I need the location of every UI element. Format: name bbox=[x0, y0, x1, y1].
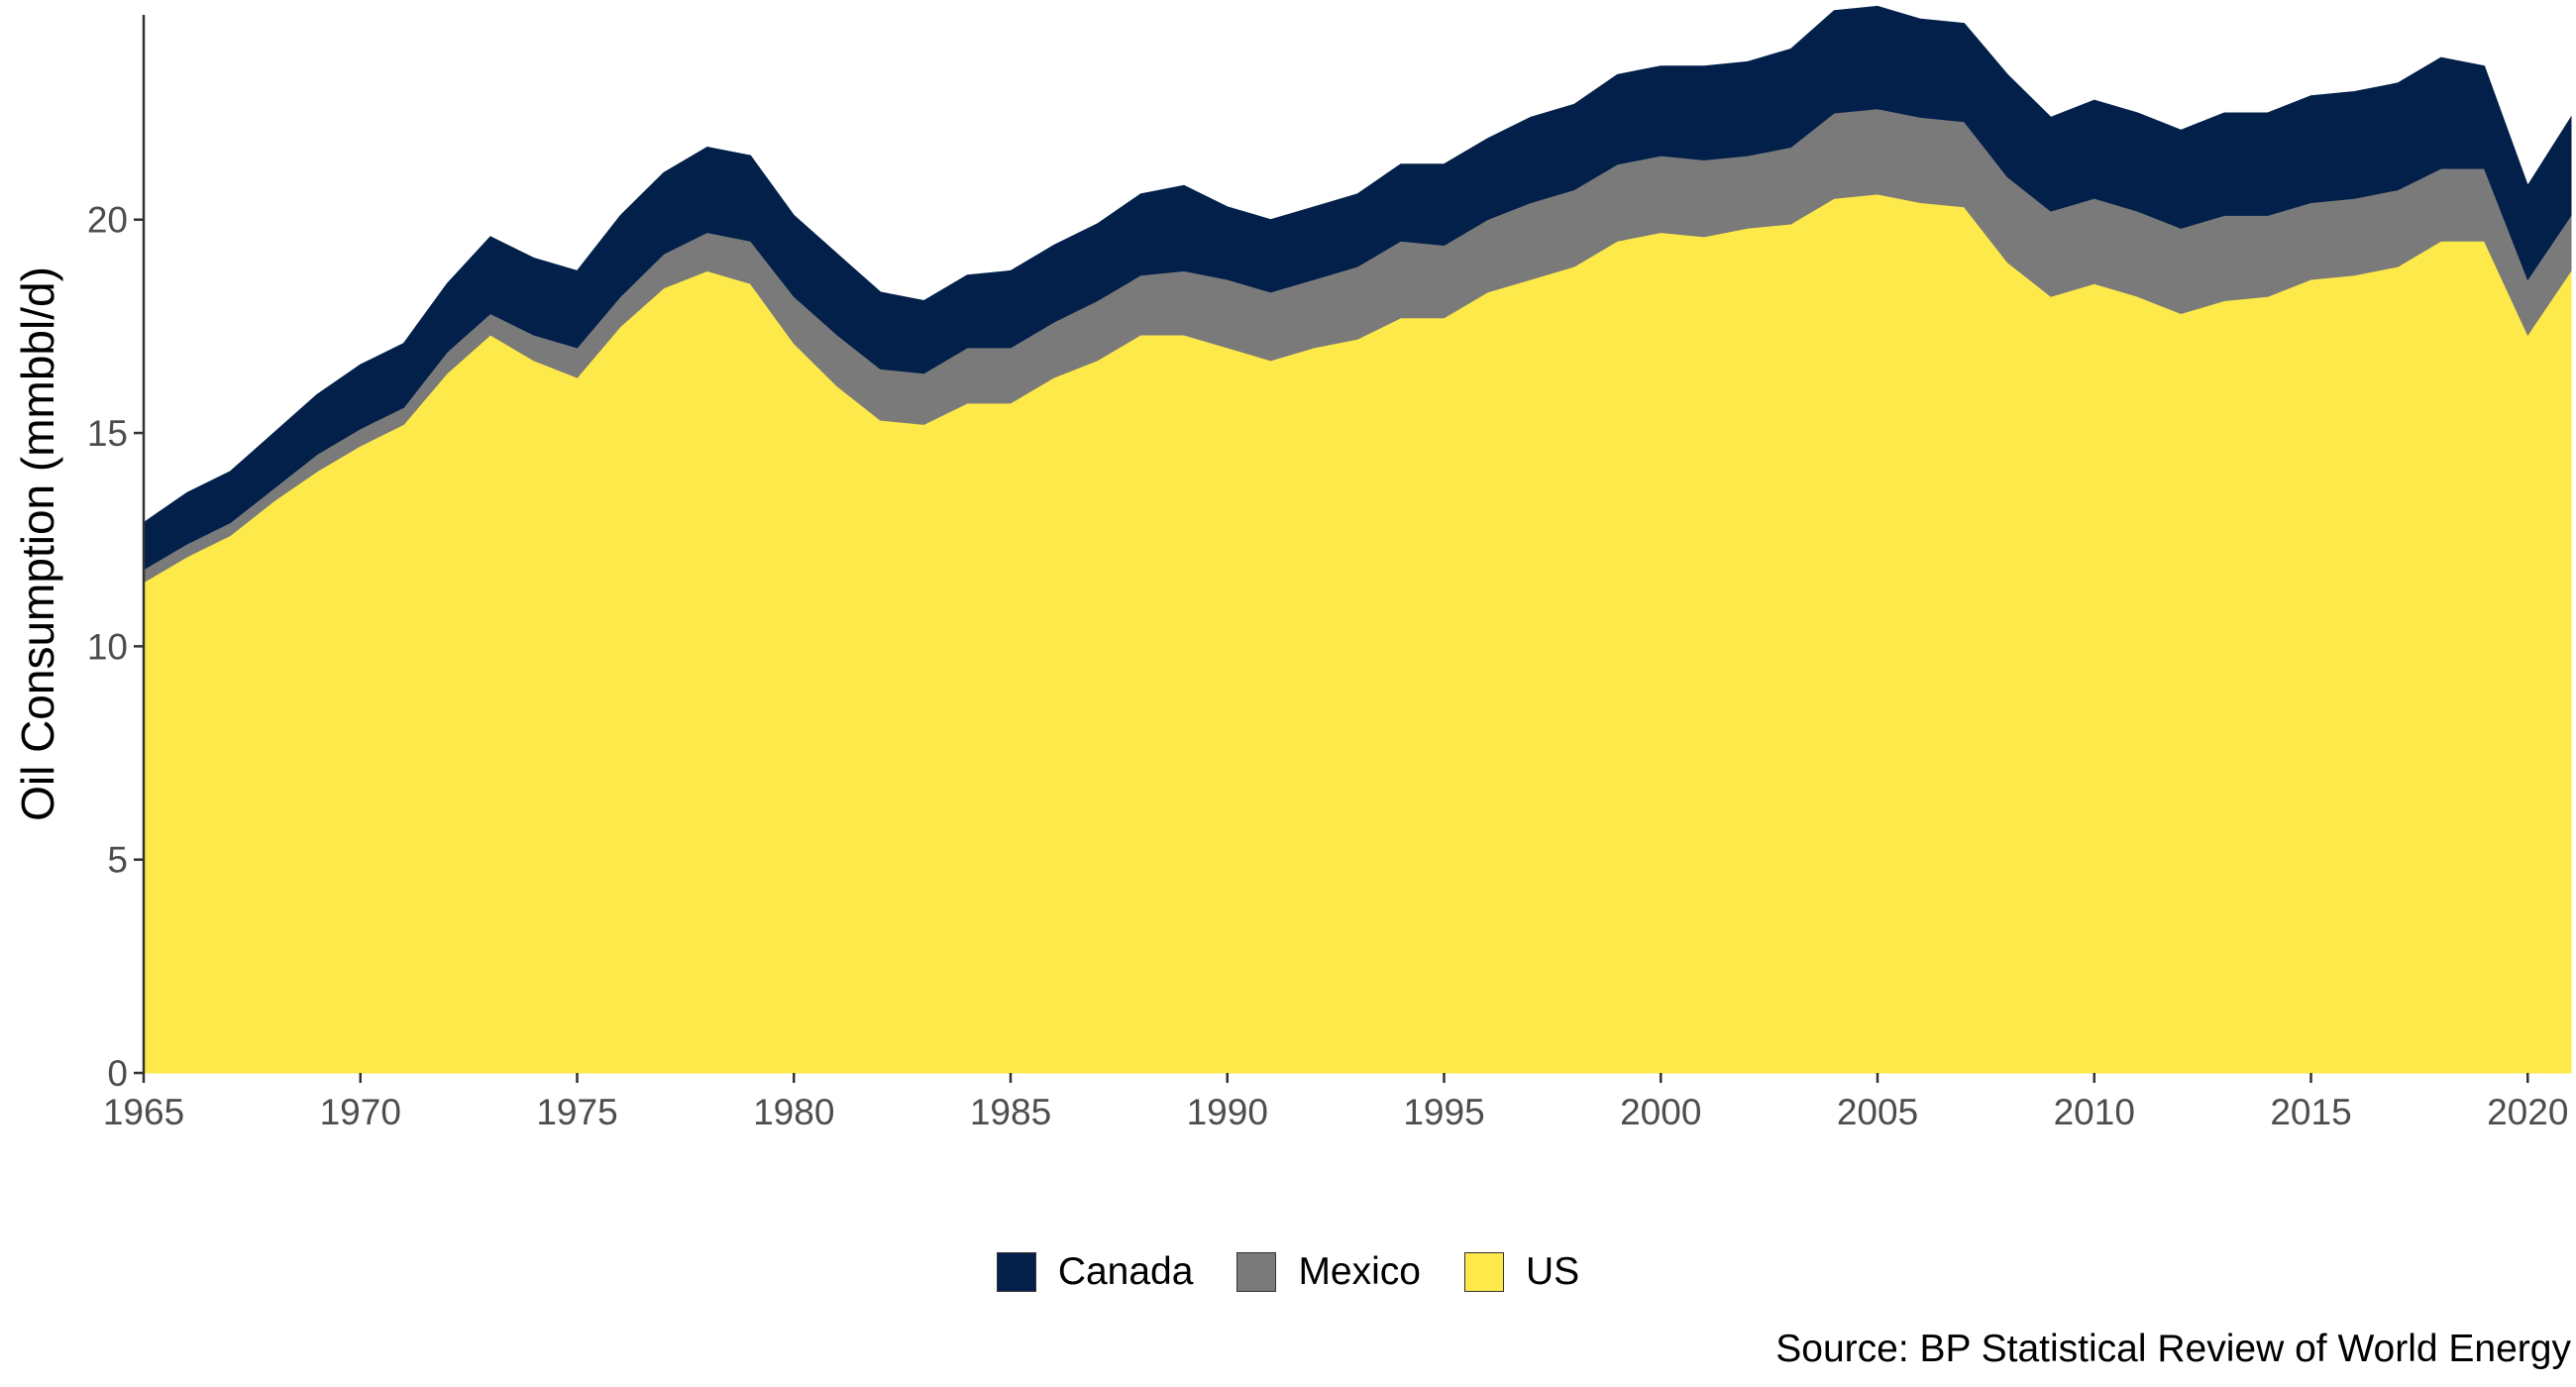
x-axis-ticks: 1965 1970 1975 1980 1985 1990 1995 2000 2005 2010… bbox=[103, 1073, 2568, 1132]
legend-item-mexico: Mexico bbox=[1236, 1250, 1421, 1294]
area-canada bbox=[143, 5, 2572, 571]
y-tick-label: 20 bbox=[87, 200, 128, 241]
legend-item-canada: Canada bbox=[996, 1250, 1194, 1294]
legend-swatch bbox=[1236, 1252, 1277, 1292]
y-tick-label: 15 bbox=[87, 413, 128, 454]
y-axis-title: Oil Consumption (mmbbl/d) bbox=[12, 267, 63, 821]
legend-swatch bbox=[996, 1252, 1036, 1292]
x-tick-label: 1965 bbox=[103, 1092, 184, 1132]
legend-swatch bbox=[1463, 1252, 1504, 1292]
legend: Canada Mexico US bbox=[0, 1250, 2576, 1294]
y-axis-ticks: 0 5 10 15 20 bbox=[87, 200, 144, 1094]
x-tick-label: 1975 bbox=[536, 1092, 617, 1132]
x-tick-label: 1985 bbox=[970, 1092, 1051, 1132]
legend-item-us: US bbox=[1463, 1250, 1580, 1294]
x-tick-label: 1990 bbox=[1187, 1092, 1268, 1132]
x-tick-label: 2015 bbox=[2270, 1092, 2351, 1132]
x-tick-label: 2010 bbox=[2054, 1092, 2135, 1132]
source-caption: Source: BP Statistical Review of World E… bbox=[1775, 1328, 2571, 1370]
x-tick-label: 1980 bbox=[753, 1092, 834, 1132]
legend-label: Mexico bbox=[1298, 1250, 1421, 1293]
area-series-group bbox=[143, 5, 2572, 1074]
legend-label: US bbox=[1525, 1250, 1580, 1293]
x-tick-label: 2020 bbox=[2487, 1092, 2568, 1132]
y-tick-label: 5 bbox=[107, 840, 128, 881]
y-tick-label: 10 bbox=[87, 626, 128, 667]
x-tick-label: 1970 bbox=[320, 1092, 401, 1132]
x-tick-label: 1995 bbox=[1403, 1092, 1484, 1132]
y-tick-label: 0 bbox=[107, 1053, 128, 1094]
x-tick-label: 2005 bbox=[1837, 1092, 1918, 1132]
legend-label: Canada bbox=[1057, 1250, 1194, 1293]
x-tick-label: 2000 bbox=[1620, 1092, 1701, 1132]
